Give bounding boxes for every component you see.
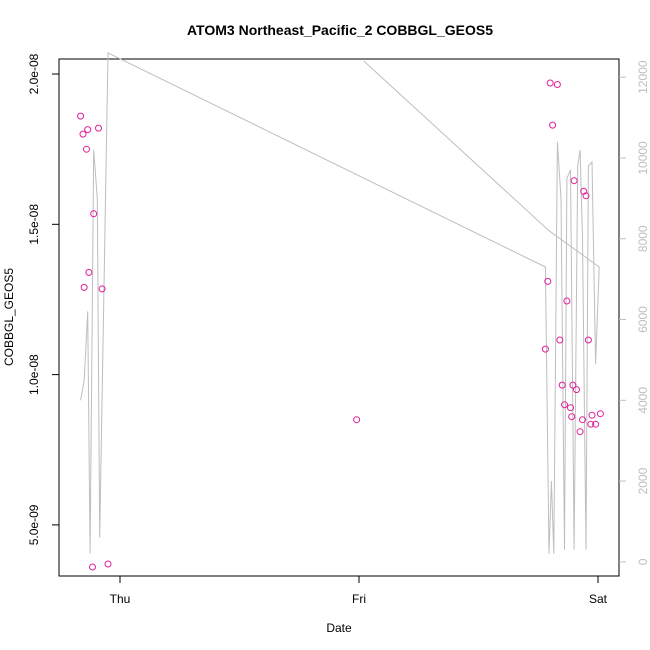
data-point <box>568 413 576 421</box>
data-point <box>576 428 584 436</box>
y-right-tick-label: 10000 <box>636 141 650 175</box>
altitude-line <box>80 52 600 554</box>
plot-frame <box>58 58 620 577</box>
data-point <box>573 386 580 394</box>
altitude-lines <box>80 52 600 554</box>
y-left-tick-label: 5.0e-09 <box>27 504 41 545</box>
y-right-tick-label: 8000 <box>636 225 650 252</box>
data-point <box>90 210 98 218</box>
y-axis-label: COBBGL_GEOS5 <box>2 268 16 366</box>
y-right-tick-label: 2000 <box>636 467 650 494</box>
data-point <box>549 121 557 129</box>
y-right-tick-label: 4000 <box>636 387 650 414</box>
x-tick-label: Fri <box>352 592 366 606</box>
data-point <box>563 297 571 305</box>
data-point <box>544 277 552 285</box>
data-point <box>567 404 574 412</box>
data-point <box>353 416 361 424</box>
x-tick-label: Sat <box>589 592 608 606</box>
data-point <box>558 381 566 389</box>
data-point <box>596 410 604 418</box>
y-right-tick-label: 6000 <box>636 306 650 333</box>
data-point <box>553 81 561 88</box>
data-point <box>570 177 578 185</box>
data-point <box>541 345 549 353</box>
data-point <box>77 112 85 120</box>
data-point <box>588 411 596 419</box>
chart-title: ATOM3 Northeast_Pacific_2 COBBGL_GEOS5 <box>187 22 493 38</box>
data-point <box>89 563 96 571</box>
data-point <box>569 381 577 389</box>
data-point <box>584 336 592 344</box>
data-point <box>561 401 568 409</box>
x-axis-label: Date <box>326 621 352 635</box>
data-points <box>77 79 604 571</box>
data-point <box>98 285 106 293</box>
data-point <box>592 420 600 428</box>
data-point <box>587 420 595 428</box>
x-tick-label: Thu <box>110 592 131 606</box>
y-axis-left: 5.0e-09 1.0e-08 1.5e-08 2.0e-08 <box>27 53 59 545</box>
data-point <box>556 336 564 344</box>
y-left-tick-label: 2.0e-08 <box>27 53 41 94</box>
data-point <box>83 145 90 153</box>
y-axis-right: 0 2000 4000 6000 8000 10000 12000 <box>619 60 650 565</box>
data-point <box>579 416 586 424</box>
data-point <box>582 192 590 200</box>
y-right-tick-label: 0 <box>636 558 650 565</box>
altitude-line <box>363 60 600 268</box>
data-point <box>79 130 87 138</box>
data-point <box>546 79 554 87</box>
data-point <box>80 283 88 291</box>
y-right-tick-label: 12000 <box>636 60 650 94</box>
y-left-tick-label: 1.5e-08 <box>27 204 41 245</box>
x-axis: Thu Fri Sat <box>110 576 608 606</box>
data-point <box>85 268 93 276</box>
data-point <box>84 126 92 134</box>
y-left-tick-label: 1.0e-08 <box>27 354 41 395</box>
data-point <box>95 124 102 132</box>
data-point <box>104 560 112 568</box>
